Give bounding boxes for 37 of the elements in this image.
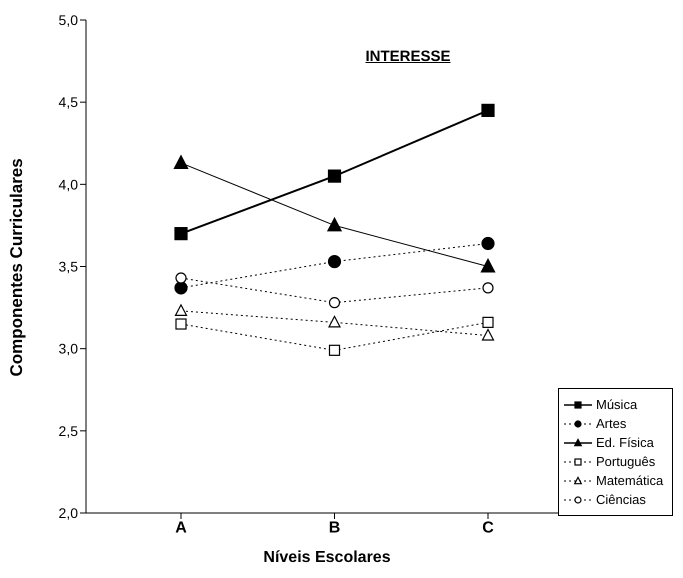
point (174, 304, 188, 316)
legend-label: Artes (596, 416, 626, 431)
point (481, 236, 495, 250)
y-tick-label: 2,5 (58, 422, 78, 439)
y-tick-label: 2,0 (58, 504, 78, 521)
point (327, 218, 342, 232)
point (174, 155, 188, 169)
point (328, 170, 342, 183)
x-axis-title: Níveis Escolares (263, 549, 391, 566)
point (482, 316, 494, 328)
legend-label: Ed. Física (596, 435, 654, 450)
y-axis-title: Componentes Curriculares (7, 158, 26, 376)
y-tick-label: 3,5 (58, 258, 78, 274)
text: INTERESSE (364, 48, 452, 65)
point (482, 328, 494, 341)
legend-label: Ciências (596, 492, 646, 507)
x-tick-label: A (175, 519, 188, 536)
y-tick-label: 3,0 (58, 340, 78, 357)
point (328, 316, 341, 328)
point (174, 281, 188, 294)
y-tick-label: 5,0 (58, 12, 78, 28)
x-tick-label: B (328, 519, 340, 536)
point (175, 318, 187, 330)
point (482, 282, 494, 294)
point (480, 258, 496, 272)
point (481, 104, 495, 117)
legend-label: Matemática (596, 473, 664, 488)
point (328, 254, 342, 268)
legend-label: Português (596, 454, 656, 469)
point (174, 227, 188, 240)
point (328, 344, 340, 356)
point (175, 272, 187, 284)
y-tick-label: 4,0 (58, 176, 78, 192)
point (328, 297, 340, 308)
y-tick-label: 4,5 (58, 94, 78, 110)
legend-label: Música (596, 397, 638, 412)
x-tick-label: C (482, 519, 494, 536)
